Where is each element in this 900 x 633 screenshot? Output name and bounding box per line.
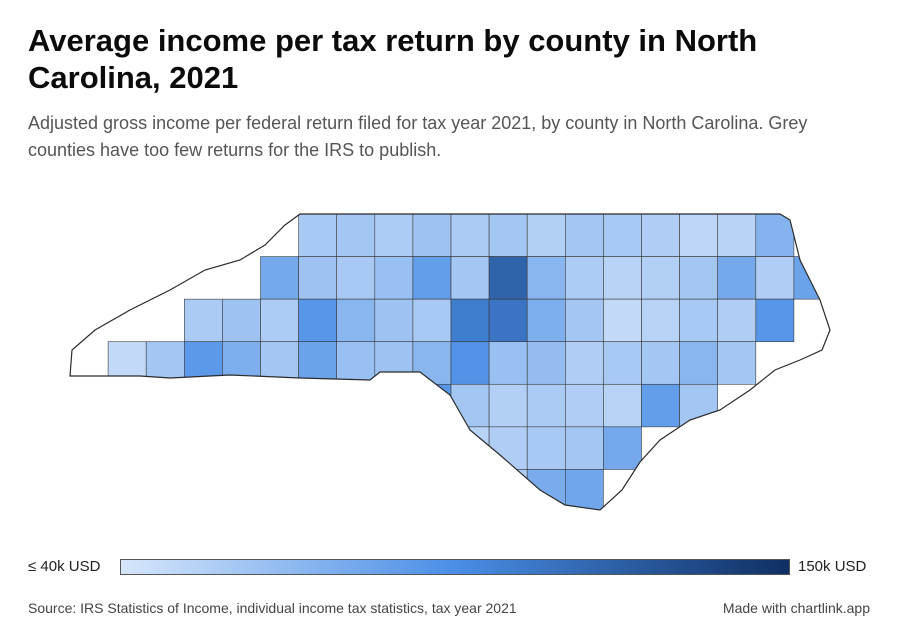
chart-subtitle: Adjusted gross income per federal return… <box>28 113 808 160</box>
county-cell[interactable] <box>488 469 528 512</box>
county-cell[interactable] <box>336 214 376 257</box>
county-cell[interactable] <box>641 214 680 257</box>
county-cell[interactable] <box>374 383 414 428</box>
county-cell[interactable] <box>488 341 528 385</box>
county-cell[interactable] <box>488 256 528 300</box>
nc-county-map <box>69 213 832 512</box>
county-cell[interactable] <box>564 426 604 470</box>
county-cell[interactable] <box>603 426 642 470</box>
county-cell[interactable] <box>222 383 261 428</box>
county-cell[interactable] <box>184 341 223 385</box>
county-cell[interactable] <box>526 469 566 512</box>
county-cell[interactable] <box>564 214 604 257</box>
county-cell[interactable] <box>488 383 528 428</box>
county-cell[interactable] <box>564 256 604 300</box>
county-cell[interactable] <box>603 383 642 428</box>
county-cell[interactable] <box>564 469 604 512</box>
county-cell[interactable] <box>603 256 642 300</box>
county-cell[interactable] <box>603 298 642 343</box>
county-cell[interactable] <box>184 383 223 428</box>
county-cell[interactable] <box>450 298 490 343</box>
county-cell[interactable] <box>717 298 757 343</box>
county-cell[interactable] <box>564 298 604 343</box>
county-cell[interactable] <box>755 214 795 257</box>
county-cell[interactable] <box>450 426 490 470</box>
county-cell[interactable] <box>450 341 490 385</box>
county-cell[interactable] <box>374 214 414 257</box>
county-cell[interactable] <box>526 383 566 428</box>
county-cell[interactable] <box>298 214 338 257</box>
county-cell[interactable] <box>717 256 757 300</box>
county-cell[interactable] <box>412 426 452 470</box>
county-cell[interactable] <box>564 383 604 428</box>
county-cell[interactable] <box>70 383 109 428</box>
county-cell[interactable] <box>679 256 718 300</box>
chart-title: Average income per tax return by county … <box>28 23 758 95</box>
county-cell[interactable] <box>260 298 299 343</box>
county-cell[interactable] <box>298 256 338 300</box>
county-cell[interactable] <box>412 341 452 385</box>
color-scale-bar <box>120 559 790 575</box>
county-cell[interactable] <box>717 214 757 257</box>
county-cell[interactable] <box>755 298 795 343</box>
county-cell[interactable] <box>793 256 832 300</box>
county-cell[interactable] <box>641 298 680 343</box>
county-cell[interactable] <box>526 341 566 385</box>
source-note: Source: IRS Statistics of Income, indivi… <box>28 600 517 616</box>
county-cell[interactable] <box>336 341 376 385</box>
county-cell[interactable] <box>298 341 338 385</box>
county-cell[interactable] <box>450 469 490 512</box>
county-cell[interactable] <box>603 341 642 385</box>
county-cell[interactable] <box>641 256 680 300</box>
county-cell[interactable] <box>679 383 718 428</box>
county-cell[interactable] <box>679 298 718 343</box>
county-cell[interactable] <box>679 214 718 257</box>
county-cell[interactable] <box>641 383 680 428</box>
county-cell[interactable] <box>298 383 338 428</box>
county-cell[interactable] <box>755 256 795 300</box>
county-cell[interactable] <box>526 214 566 257</box>
county-cell[interactable] <box>526 426 566 470</box>
county-cell[interactable] <box>260 383 299 428</box>
county-cell[interactable] <box>564 341 604 385</box>
county-cell[interactable] <box>717 341 757 385</box>
county-cell[interactable] <box>488 298 528 343</box>
county-cell[interactable] <box>450 214 490 257</box>
county-cell[interactable] <box>374 256 414 300</box>
county-cell[interactable] <box>526 298 566 343</box>
county-cell[interactable] <box>412 298 452 343</box>
county-cell[interactable] <box>374 341 414 385</box>
county-cell[interactable] <box>488 214 528 257</box>
county-cell[interactable] <box>374 298 414 343</box>
county-cell[interactable] <box>222 298 261 343</box>
county-cells <box>70 214 832 512</box>
county-cell[interactable] <box>603 214 642 257</box>
county-cell[interactable] <box>145 383 185 428</box>
county-cell[interactable] <box>450 256 490 300</box>
county-cell[interactable] <box>526 256 566 300</box>
county-cell[interactable] <box>184 298 223 343</box>
county-cell[interactable] <box>336 298 376 343</box>
county-cell[interactable] <box>641 341 680 385</box>
county-cell[interactable] <box>336 256 376 300</box>
county-cell[interactable] <box>260 256 299 300</box>
county-cell[interactable] <box>412 214 452 257</box>
legend-min-label: ≤ 40k USD <box>28 558 101 575</box>
county-cell[interactable] <box>679 341 718 385</box>
credit-note: Made with chartlink.app <box>722 600 870 616</box>
county-cell[interactable] <box>488 426 528 470</box>
county-cell[interactable] <box>107 383 147 428</box>
legend-max-label: 150k USD <box>798 558 867 575</box>
county-cell[interactable] <box>374 426 414 470</box>
state-outline <box>69 213 831 511</box>
county-cell[interactable] <box>298 298 338 343</box>
county-cell[interactable] <box>222 341 261 385</box>
county-cell[interactable] <box>412 256 452 300</box>
county-cell[interactable] <box>107 341 147 385</box>
county-cell[interactable] <box>336 383 376 428</box>
